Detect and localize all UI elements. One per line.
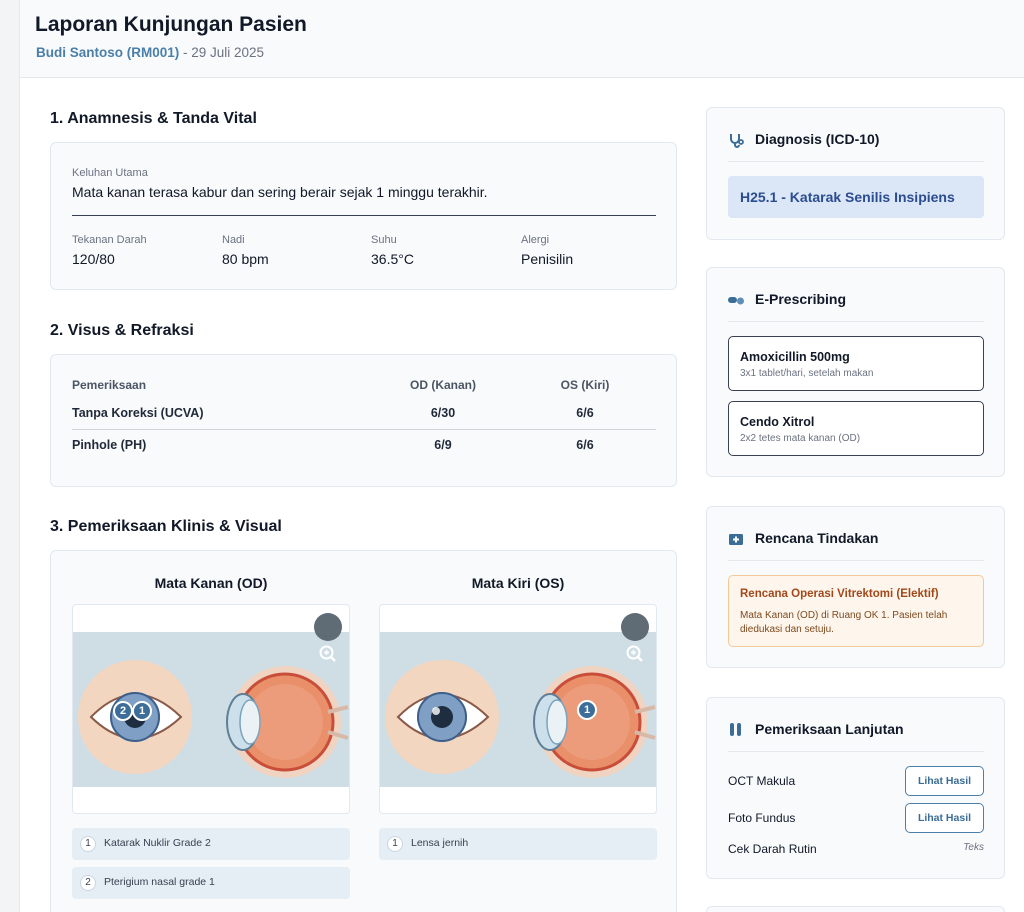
clinical-card: Mata Kanan (OD) Mata Kiri (OS) 2 1 <box>50 550 677 912</box>
visus-table: Pemeriksaan OD (Kanan) OS (Kiri) Tanpa K… <box>72 373 656 461</box>
vital-label-allergy: Alergi <box>521 234 550 246</box>
table-header: OS (Kiri) <box>560 378 610 392</box>
view-result-button[interactable]: Lihat Hasil <box>905 803 984 833</box>
table-cell: 6/9 <box>434 438 452 453</box>
complaint-label: Keluhan Utama <box>72 167 148 179</box>
right-eye-image[interactable]: 2 1 <box>72 604 350 814</box>
labs-card: Pemeriksaan Lanjutan OCT Makula Lihat Ha… <box>706 697 1005 879</box>
diagnosis-header: Diagnosis (ICD-10) <box>728 128 984 162</box>
section-clinical-title: 3. Pemeriksaan Klinis & Visual <box>50 518 282 535</box>
table-header-row: Pemeriksaan OD (Kanan) OS (Kiri) <box>72 373 656 397</box>
page-title: Laporan Kunjungan Pasien <box>35 13 307 36</box>
visus-card: Pemeriksaan OD (Kanan) OS (Kiri) Tanpa K… <box>50 354 677 487</box>
vital-label-pulse: Nadi <box>222 234 245 246</box>
vital-label-bp: Tekanan Darah <box>72 234 147 246</box>
prescribing-header: E-Prescribing <box>728 288 984 322</box>
table-row: Pinhole (PH) 6/9 6/6 <box>72 429 656 461</box>
drug-dose: 3x1 tablet/hari, setelah makan <box>740 368 874 379</box>
anamnesis-card: Keluhan Utama Mata kanan terasa kabur da… <box>50 142 677 290</box>
stethoscope-icon <box>730 134 744 148</box>
finding-note: 2 Pterigium nasal grade 1 <box>72 867 350 899</box>
prescribing-card: E-Prescribing Amoxicillin 500mg 3x1 tabl… <box>706 267 1005 477</box>
table-header: OD (Kanan) <box>410 378 476 392</box>
visit-date: - 29 Juli 2025 <box>179 45 265 60</box>
next-card <box>706 906 1005 912</box>
medical-kit-icon <box>729 534 743 545</box>
table-cell: 6/6 <box>514 397 656 430</box>
prescription-item[interactable]: Amoxicillin 500mg 3x1 tablet/hari, setel… <box>728 336 984 391</box>
complaint-text: Mata kanan terasa kabur dan sering berai… <box>72 184 488 200</box>
section-visus-title: 2. Visus & Refraksi <box>50 322 194 339</box>
finding-text: Katarak Nuklir Grade 2 <box>104 837 211 849</box>
lab-name: OCT Makula <box>728 774 796 788</box>
diagnosis-value: H25.1 - Katarak Senilis Insipiens <box>728 176 984 218</box>
table-cell: 6/6 <box>576 438 594 453</box>
drug-name: Cendo Xitrol <box>740 415 815 429</box>
diagnosis-card: Diagnosis (ICD-10) H25.1 - Katarak Senil… <box>706 107 1005 240</box>
table-cell: Pinhole (PH) <box>72 438 147 453</box>
finding-number: 1 <box>80 836 96 852</box>
finding-note: 1 Lensa jernih <box>379 828 657 860</box>
patient-name: Budi Santoso (RM001) <box>36 45 180 60</box>
finding-note: 1 Katarak Nuklir Grade 2 <box>72 828 350 860</box>
plan-header: Rencana Tindakan <box>728 527 984 561</box>
labs-header: Pemeriksaan Lanjutan <box>728 718 984 752</box>
finding-number: 2 <box>80 875 96 891</box>
left-eye-title: Mata Kiri (OS) <box>471 575 565 591</box>
vital-value-allergy: Penisilin <box>521 251 574 267</box>
diagnosis-title: Diagnosis (ICD-10) <box>755 131 880 147</box>
lab-name: Cek Darah Rutin <box>728 842 817 856</box>
lab-item: Foto Fundus Lihat Hasil <box>728 803 984 833</box>
labs-title: Pemeriksaan Lanjutan <box>755 721 904 737</box>
plan-item-desc: Mata Kanan (OD) di Ruang OK 1. Pasien te… <box>740 610 948 635</box>
lab-item: OCT Makula Lihat Hasil <box>728 766 984 796</box>
prescription-item[interactable]: Cendo Xitrol 2x2 tetes mata kanan (OD) <box>728 401 984 456</box>
vital-value-pulse: 80 bpm <box>222 251 269 267</box>
lab-note: Teks <box>963 842 984 853</box>
drug-dose: 2x2 tetes mata kanan (OD) <box>740 433 861 444</box>
left-eye-image[interactable]: 1 <box>379 604 657 814</box>
right-eye-title: Mata Kanan (OD) <box>154 575 268 591</box>
plan-item: Rencana Operasi Vitrektomi (Elektif) Mat… <box>728 575 984 647</box>
zoom-in-icon[interactable] <box>621 613 649 662</box>
section-anamnesis-title: 1. Anamnesis & Tanda Vital <box>50 110 257 127</box>
finding-text: Lensa jernih <box>411 837 469 849</box>
pills-icon <box>728 297 744 305</box>
vital-value-bp: 120/80 <box>72 251 115 267</box>
left-eye-illustration <box>380 632 656 787</box>
vital-label-temp: Suhu <box>371 234 397 246</box>
drug-name: Amoxicillin 500mg <box>740 350 850 364</box>
divider <box>72 215 656 216</box>
plan-card: Rencana Tindakan Rencana Operasi Vitrekt… <box>706 506 1005 668</box>
table-cell: Tanpa Koreksi (UCVA) <box>72 397 372 430</box>
plan-item-title: Rencana Operasi Vitrektomi (Elektif) <box>740 588 939 600</box>
prescribing-title: E-Prescribing <box>755 291 847 307</box>
lab-name: Foto Fundus <box>728 811 796 825</box>
table-cell: 6/30 <box>372 397 514 430</box>
view-result-button[interactable]: Lihat Hasil <box>905 766 984 796</box>
page-subtitle: Budi Santoso (RM001) - 29 Juli 2025 <box>36 45 264 60</box>
vital-value-temp: 36.5°C <box>371 251 414 267</box>
table-row: Tanpa Koreksi (UCVA) 6/30 6/6 <box>72 397 656 430</box>
marker-1[interactable]: 1 <box>577 700 597 720</box>
finding-text: Pterigium nasal grade 1 <box>104 876 215 888</box>
page-header: Laporan Kunjungan Pasien Budi Santoso (R… <box>20 0 1024 78</box>
test-tubes-icon <box>730 723 741 736</box>
report-page: Laporan Kunjungan Pasien Budi Santoso (R… <box>19 0 1024 912</box>
marker-1[interactable]: 1 <box>132 701 152 721</box>
zoom-in-icon[interactable] <box>314 613 342 662</box>
lab-item: Cek Darah Rutin Teks <box>728 834 984 864</box>
plan-title: Rencana Tindakan <box>755 530 879 546</box>
marker-2[interactable]: 2 <box>113 701 133 721</box>
table-header: Pemeriksaan <box>72 378 147 392</box>
finding-number: 1 <box>387 836 403 852</box>
